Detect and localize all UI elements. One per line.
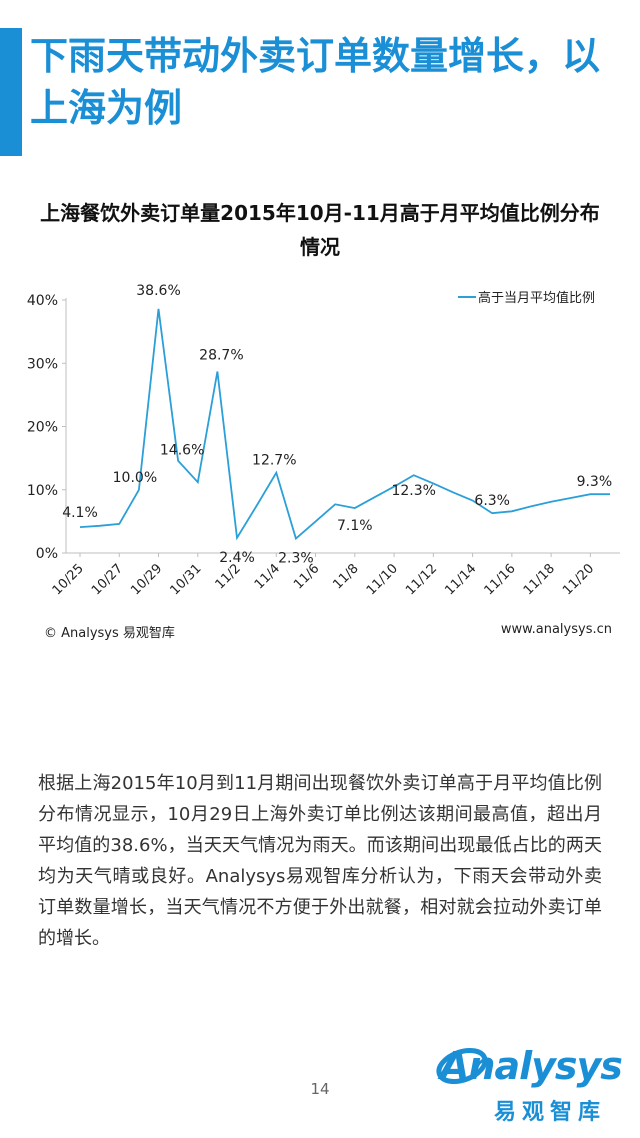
data-label: 2.4%: [219, 550, 255, 566]
x-tick-label: 11/18: [521, 561, 558, 598]
site-url: www.analysys.cn: [500, 622, 612, 637]
x-tick-label: 11/8: [330, 561, 361, 592]
chart-title: 上海餐饮外卖订单量2015年10月-11月高于月平均值比例分布情况: [40, 201, 600, 259]
x-tick-label: 10/31: [168, 561, 205, 598]
x-tick-label: 11/16: [482, 561, 519, 598]
x-tick-label: 11/20: [560, 561, 597, 598]
x-tick-label: 11/12: [403, 561, 440, 598]
series-line: [79, 308, 610, 541]
logo-chinese-name: 易观智库: [494, 1100, 607, 1125]
data-label: 28.7%: [199, 347, 243, 363]
data-label: 12.3%: [391, 483, 435, 499]
data-label: 6.3%: [474, 493, 510, 509]
y-tick-label: 10%: [27, 483, 58, 499]
page-title: 下雨天带动外卖订单数量增长，以上海为例: [30, 34, 601, 130]
chart-legend: 高于当月平均值比例: [458, 290, 595, 306]
x-tick-label: 11/14: [442, 561, 479, 598]
line-chart: 0% 10% 20% 30% 40% 10/25 10/27 10/29 10/31 11/2 11…: [27, 283, 620, 598]
x-tick-label: 11/2: [213, 561, 244, 592]
data-label: 2.3%: [278, 550, 314, 566]
data-label: 4.1%: [62, 505, 98, 521]
chart-axes: [65, 298, 620, 554]
data-label: 12.7%: [252, 453, 296, 469]
y-tick-label: 30%: [27, 356, 58, 372]
data-label: 38.6%: [136, 283, 180, 299]
y-tick-label: 20%: [27, 420, 58, 436]
chart-data-labels: 4.1% 10.0% 38.6% 14.6% 28.7% 2.4% 12.7% 2.3% 7.1…: [62, 283, 612, 567]
page-number: 14: [310, 1080, 330, 1098]
body-paragraph: 根据上海2015年10月到11月期间出现餐饮外卖订单高于月平均值比例分布情况显示…: [38, 773, 602, 949]
logo-wordmark: Analysys: [440, 1044, 623, 1088]
y-tick-label: 0%: [36, 546, 58, 562]
x-tick-label: 10/25: [50, 561, 87, 598]
data-label: 10.0%: [113, 470, 157, 486]
x-tick-label: 10/29: [128, 561, 165, 598]
chart-series: [79, 308, 611, 541]
analysys-logo: Analysys 易观智库: [436, 1038, 630, 1128]
accent-bar: [0, 28, 22, 156]
logo-swoosh-icon: [436, 1047, 488, 1085]
copyright-text: © Analysys 易观智库: [44, 626, 175, 641]
y-tick-label: 40%: [27, 293, 58, 309]
data-label: 7.1%: [337, 518, 373, 534]
legend-label: 高于当月平均值比例: [478, 290, 595, 306]
x-tick-label: 11/10: [364, 561, 401, 598]
data-label: 14.6%: [160, 443, 204, 459]
x-tick-label: 10/27: [89, 561, 126, 598]
data-label: 9.3%: [577, 474, 613, 490]
